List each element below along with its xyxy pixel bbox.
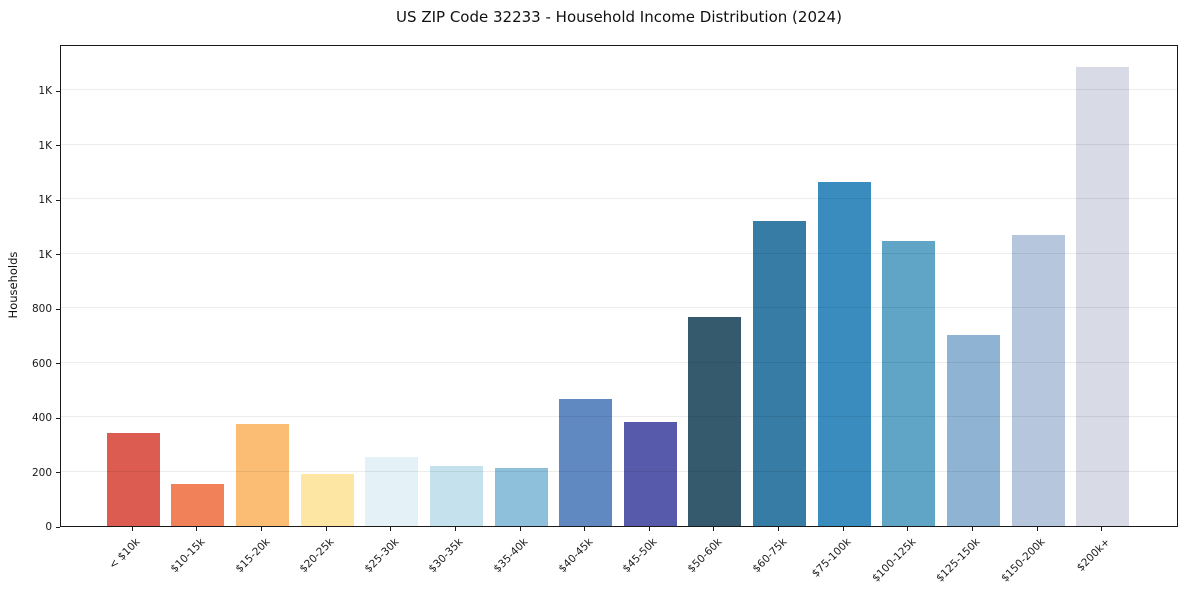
bar-$10-15k: [171, 484, 225, 526]
bar-$150-200k: [1011, 235, 1065, 526]
gridline: [61, 307, 1177, 309]
y-tick-label: 800: [31, 303, 52, 316]
bar-$40-45k: [559, 398, 613, 526]
x-tick-mark: [648, 527, 650, 531]
gridline: [61, 252, 1177, 254]
x-tick-label: < $10k: [107, 536, 143, 572]
y-tick-mark: [56, 526, 60, 528]
bar-$30-35k: [429, 466, 483, 526]
x-tick-mark: [778, 527, 780, 531]
x-tick-mark: [584, 527, 586, 531]
bar-$15-20k: [236, 424, 290, 526]
x-tick-mark: [325, 527, 327, 531]
gridline: [61, 361, 1177, 363]
x-tick-mark: [390, 527, 392, 531]
y-tick-mark: [56, 363, 60, 365]
chart-title: US ZIP Code 32233 - Household Income Dis…: [396, 8, 842, 26]
plot-area: [60, 45, 1178, 527]
y-tick-mark: [56, 472, 60, 474]
bar-$60-75k: [753, 221, 807, 526]
bar-$75-100k: [817, 181, 871, 526]
bar-$125-150k: [946, 335, 1000, 526]
y-tick-mark: [56, 199, 60, 201]
x-tick-mark: [907, 527, 909, 531]
bar-$50-60k: [688, 317, 742, 526]
x-tick-mark: [196, 527, 198, 531]
y-tick-mark: [56, 90, 60, 92]
bar-$45-50k: [623, 422, 677, 526]
x-tick-mark: [1036, 527, 1038, 531]
x-tick-mark: [1101, 527, 1103, 531]
y-tick-label: 0: [45, 521, 52, 533]
gridline: [61, 470, 1177, 472]
bar-$25-30k: [365, 457, 419, 526]
y-tick-mark: [56, 145, 60, 147]
y-tick-label: 400: [31, 412, 52, 425]
y-tick-label: 1K: [38, 248, 52, 261]
y-tick-mark: [56, 254, 60, 256]
x-tick-mark: [971, 527, 973, 531]
gridline: [61, 198, 1177, 200]
x-tick-mark: [261, 527, 263, 531]
bar-$20-25k: [300, 474, 354, 526]
y-tick-label: 1K: [38, 139, 52, 152]
gridline: [61, 89, 1177, 91]
bar-$35-40k: [494, 468, 548, 526]
y-tick-mark: [56, 417, 60, 419]
bar-< $10k: [106, 433, 160, 526]
y-tick-label: 1K: [38, 194, 52, 207]
x-tick-mark: [131, 527, 133, 531]
x-tick-mark: [713, 527, 715, 531]
y-tick-label: 600: [31, 357, 52, 370]
y-tick-label: 200: [31, 466, 52, 479]
y-tick-label: 1K: [38, 85, 52, 98]
gridline: [61, 416, 1177, 418]
x-tick-mark: [519, 527, 521, 531]
bar-$100-125k: [882, 241, 936, 526]
y-tick-mark: [56, 308, 60, 310]
bar-$200k+: [1076, 67, 1130, 526]
x-tick-mark: [454, 527, 456, 531]
gridline: [61, 143, 1177, 145]
x-tick-mark: [842, 527, 844, 531]
